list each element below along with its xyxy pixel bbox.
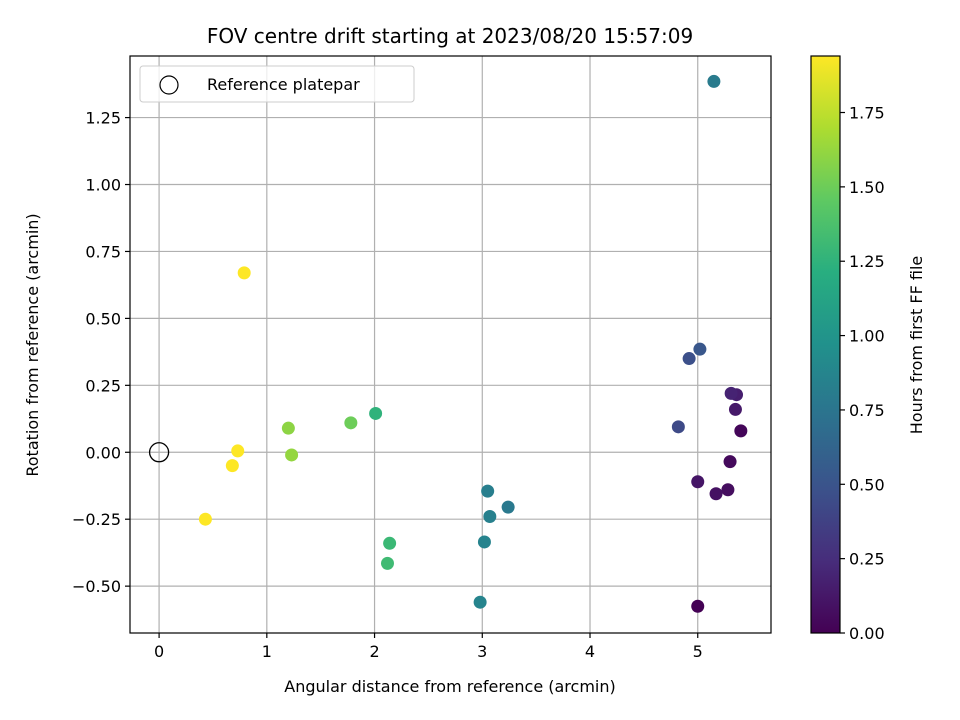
data-point — [671, 420, 685, 434]
y-tick-label: 0.50 — [85, 309, 121, 328]
colorbar — [810, 55, 841, 634]
colorbar-tick-label: 0.00 — [849, 624, 885, 643]
data-point — [691, 475, 705, 489]
x-tick-label: 0 — [154, 642, 164, 661]
y-tick-label: −0.25 — [72, 510, 121, 529]
reference-platepar-marker — [148, 442, 170, 463]
data-point — [721, 483, 735, 497]
data-point — [483, 510, 497, 524]
data-point — [473, 595, 487, 609]
data-point — [369, 406, 383, 420]
data-point — [380, 556, 394, 570]
colorbar-tick-label: 1.50 — [849, 178, 885, 197]
data-point — [285, 448, 299, 462]
data-point — [344, 416, 358, 430]
data-point — [501, 500, 515, 514]
y-tick-label: 1.00 — [85, 176, 121, 195]
data-point — [383, 536, 397, 550]
x-axis-label: Angular distance from reference (arcmin) — [284, 677, 615, 696]
data-point — [724, 386, 738, 400]
y-tick-label: 0.00 — [85, 443, 121, 462]
y-tick-label: 0.75 — [85, 242, 121, 261]
data-point — [481, 484, 495, 498]
colorbar-ticks: 0.00 0.25 0.50 0.75 1.00 1.25 1.50 1.75 — [840, 104, 885, 643]
colorbar-tick-label: 0.25 — [849, 550, 885, 569]
y-tick-label: 1.25 — [85, 109, 121, 128]
y-tick-label: −0.50 — [72, 577, 121, 596]
x-tick-label: 5 — [693, 642, 703, 661]
data-point — [477, 535, 491, 549]
chart-title: FOV centre drift starting at 2023/08/20 … — [207, 24, 693, 48]
x-tick-label: 1 — [262, 642, 272, 661]
data-point — [198, 512, 212, 526]
data-point — [707, 74, 721, 88]
legend: Reference platepar — [139, 65, 415, 103]
plot-frame — [129, 55, 772, 634]
colorbar-tick-label: 0.75 — [849, 401, 885, 420]
data-point — [225, 459, 239, 473]
data-point — [682, 352, 696, 366]
axis-ticks: 0 1 2 3 4 5 −0.50 −0.25 0.00 0.25 0.50 0.75 1.00 1.25 — [72, 109, 703, 661]
data-point — [231, 444, 245, 458]
y-axis-label: Rotation from reference (arcmin) — [23, 213, 42, 476]
y-tick-label: 0.25 — [85, 376, 121, 395]
colorbar-tick-label: 1.25 — [849, 252, 885, 271]
data-points — [148, 74, 748, 613]
data-point — [734, 424, 748, 438]
legend-marker-reference — [159, 75, 179, 95]
x-tick-label: 2 — [369, 642, 379, 661]
grid — [130, 56, 771, 633]
data-point — [723, 455, 737, 469]
colorbar-label: Hours from first FF file — [907, 256, 926, 435]
legend-label-reference: Reference platepar — [207, 75, 360, 94]
x-tick-label: 4 — [585, 642, 595, 661]
legend-box — [139, 65, 415, 103]
data-point — [691, 599, 705, 613]
data-point — [728, 402, 742, 416]
x-tick-label: 3 — [477, 642, 487, 661]
colorbar-tick-label: 1.00 — [849, 327, 885, 346]
data-point — [237, 266, 251, 280]
data-point — [709, 487, 723, 501]
data-point — [281, 421, 295, 435]
data-point — [693, 342, 707, 356]
colorbar-tick-label: 1.75 — [849, 104, 885, 123]
colorbar-tick-label: 0.50 — [849, 475, 885, 494]
